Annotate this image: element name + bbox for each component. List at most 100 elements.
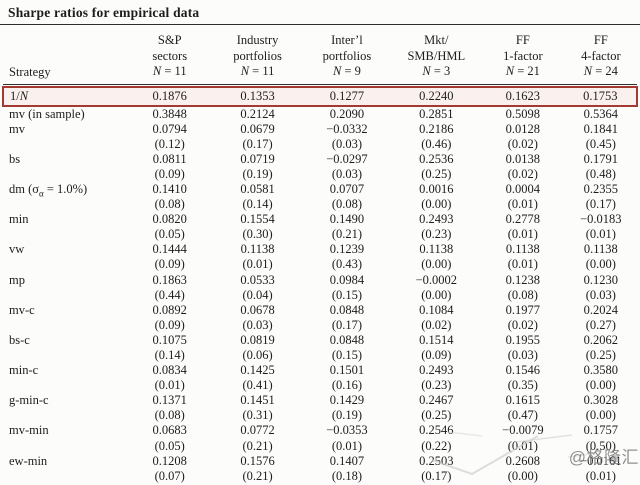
sharpe-ratio-table: Strategy S&P sectors N = 11 Industry por… bbox=[2, 25, 639, 484]
pvalue-cell: (0.08) bbox=[154, 197, 185, 212]
pvalue-cell: (0.47) bbox=[507, 408, 538, 423]
strategy-row: dm (σα = 1.0%) 0.1410 0.0581 0.0707 0.0016 0.… bbox=[3, 181, 637, 199]
pvalue-cell: (0.01) bbox=[507, 438, 538, 453]
sharpe-value-cell: 0.2090 bbox=[329, 106, 365, 121]
strategy-row: bs-c 0.1075 0.0819 0.0848 0.1514 0.1955 0.2062 bbox=[3, 333, 637, 348]
pvalue-cell: (0.15) bbox=[331, 287, 363, 302]
sharpe-value-cell: 0.1753 bbox=[564, 86, 639, 107]
strategy-row: mv (in sample) 0.3848 0.2124 0.2090 0.2851 0.… bbox=[3, 106, 637, 122]
pvalue-cell: (0.01) bbox=[154, 378, 185, 393]
sharpe-value-cell: −0.0079 bbox=[502, 423, 544, 438]
pvalue-row: (0.12) (0.17) (0.03) (0.46) (0.02) (0.45) bbox=[3, 137, 637, 152]
sharpe-value-cell: 0.1138 bbox=[505, 242, 540, 257]
strategy-label: mv-c bbox=[9, 302, 35, 317]
pvalue-cell: (0.05) bbox=[154, 227, 185, 242]
pvalue-cell: (0.05) bbox=[154, 438, 185, 453]
pvalue-cell: (0.01) bbox=[507, 197, 538, 212]
pvalue-cell: (0.08) bbox=[507, 287, 538, 302]
empty-cell bbox=[3, 257, 127, 272]
pvalue-cell: (0.14) bbox=[242, 197, 273, 212]
empty-cell bbox=[3, 137, 127, 152]
col-header-ff-1-factor: FF 1-factor N = 21 bbox=[481, 25, 565, 85]
col-header-line1: Mkt/ bbox=[424, 33, 449, 47]
table-body: 1/N 0.1876 0.1353 0.1277 0.2240 0.1623 0.1753 m… bbox=[2, 84, 639, 484]
strategy-row: mv 0.0794 0.0679 −0.0332 0.2186 0.0128 0.1841 bbox=[3, 122, 637, 137]
sharpe-value-cell: −0.0183 bbox=[580, 212, 622, 227]
pvalue-cell: (0.17) bbox=[421, 468, 452, 483]
pvalue-cell: (0.00) bbox=[421, 197, 452, 212]
pvalue-cell: (0.44) bbox=[154, 287, 185, 302]
sharpe-value-cell: 0.1554 bbox=[240, 212, 275, 227]
col-header-n: N = 11 bbox=[152, 64, 187, 78]
pvalue-cell: (0.02) bbox=[421, 317, 452, 332]
col-header-line2: sectors bbox=[152, 48, 188, 63]
col-header-line1: FF bbox=[515, 33, 530, 47]
pvalue-cell: (0.00) bbox=[507, 468, 538, 483]
pvalue-cell: (0.31) bbox=[242, 408, 273, 423]
header-row: Strategy S&P sectors N = 11 Industry por… bbox=[3, 25, 637, 85]
sharpe-value-cell: 0.0834 bbox=[152, 363, 187, 378]
strategy-row: mv-c 0.0892 0.0678 0.0848 0.1084 0.1977 0.2024 bbox=[3, 303, 637, 318]
pvalue-cell: (0.03) bbox=[242, 317, 273, 332]
pvalue-cell: (0.08) bbox=[331, 197, 363, 212]
strategy-row: mp 0.1863 0.0533 0.0984 −0.0002 0.1238 0.1230 bbox=[3, 273, 637, 288]
pvalue-cell: (0.35) bbox=[507, 378, 538, 393]
sharpe-value-cell: 0.1576 bbox=[240, 453, 275, 468]
sharpe-value-cell: 0.1791 bbox=[583, 151, 619, 166]
sharpe-value-cell: 0.2493 bbox=[419, 212, 454, 227]
pvalue-cell: (0.09) bbox=[154, 166, 185, 181]
pvalue-cell: (0.09) bbox=[154, 317, 185, 332]
sharpe-value-cell: 0.1615 bbox=[505, 393, 541, 408]
empty-cell bbox=[3, 378, 127, 393]
strategy-label: dm (σα = 1.0%) bbox=[9, 181, 88, 199]
strategy-row: vw 0.1444 0.1138 0.1239 0.1138 0.1138 0.1138 bbox=[3, 242, 637, 257]
strategy-label: min bbox=[9, 212, 29, 227]
pvalue-cell: (0.02) bbox=[507, 166, 538, 181]
sharpe-value-cell: 0.1444 bbox=[152, 242, 187, 257]
sharpe-value-cell: 0.0892 bbox=[152, 302, 187, 317]
pvalue-cell: (0.04) bbox=[242, 287, 273, 302]
pvalue-cell: (0.03) bbox=[585, 287, 616, 302]
title-rule bbox=[0, 24, 640, 25]
sharpe-value-cell: 0.1138 bbox=[583, 242, 618, 257]
pvalue-cell: (0.09) bbox=[154, 257, 185, 272]
pvalue-cell: (0.43) bbox=[331, 257, 363, 272]
sharpe-value-cell: 0.1977 bbox=[505, 302, 541, 317]
sharpe-value-cell: 0.2467 bbox=[419, 393, 454, 408]
pvalue-cell: (0.12) bbox=[154, 136, 185, 151]
empty-cell bbox=[3, 469, 127, 484]
pvalue-cell: (0.21) bbox=[331, 227, 363, 242]
pvalue-row: (0.08) (0.31) (0.19) (0.25) (0.47) (0.00) bbox=[3, 408, 637, 423]
sharpe-value-cell: 0.2186 bbox=[419, 121, 454, 136]
pvalue-row: (0.09) (0.01) (0.43) (0.00) (0.01) (0.00) bbox=[3, 257, 637, 272]
sharpe-value-cell: −0.0332 bbox=[326, 121, 368, 136]
pvalue-row: (0.09) (0.19) (0.03) (0.25) (0.02) (0.48) bbox=[3, 167, 637, 182]
pvalue-cell: (0.00) bbox=[421, 257, 452, 272]
pvalue-cell: (0.18) bbox=[331, 468, 363, 483]
sharpe-value-cell: 0.2062 bbox=[583, 332, 619, 347]
pvalue-cell: (0.19) bbox=[242, 166, 273, 181]
strategy-row: mv-min 0.0683 0.0772 −0.0353 0.2546 −0.0079 0.… bbox=[3, 423, 637, 438]
col-header-line1: Inter’l bbox=[331, 33, 363, 47]
col-header-intl-portfolios: Inter’l portfolios N = 9 bbox=[302, 25, 392, 85]
col-header-line2: 1-factor bbox=[503, 48, 543, 63]
sharpe-value-cell: 0.0984 bbox=[329, 272, 365, 287]
pvalue-cell: (0.25) bbox=[421, 408, 452, 423]
sharpe-value-cell: 0.0016 bbox=[419, 181, 454, 196]
pvalue-cell: (0.16) bbox=[331, 378, 363, 393]
sharpe-value-cell: 0.1955 bbox=[505, 332, 541, 347]
col-header-line2: SMB/HML bbox=[407, 48, 466, 63]
sharpe-value-cell: 0.2493 bbox=[419, 363, 454, 378]
pvalue-cell: (0.25) bbox=[421, 166, 452, 181]
pvalue-cell: (0.17) bbox=[242, 136, 273, 151]
pvalue-cell: (0.25) bbox=[585, 348, 616, 362]
pvalue-row: (0.14) (0.06) (0.15) (0.09) (0.03) (0.25) bbox=[3, 348, 637, 363]
strategy-label: mv-min bbox=[9, 423, 49, 438]
sharpe-value-cell: 0.1623 bbox=[481, 86, 565, 107]
pvalue-cell: (0.06) bbox=[242, 348, 273, 362]
sharpe-value-cell: 0.1353 bbox=[212, 86, 303, 107]
sharpe-value-cell: 0.1138 bbox=[419, 242, 454, 257]
pvalue-cell: (0.50) bbox=[585, 438, 616, 453]
table-title: Sharpe ratios for empirical data bbox=[8, 5, 200, 20]
